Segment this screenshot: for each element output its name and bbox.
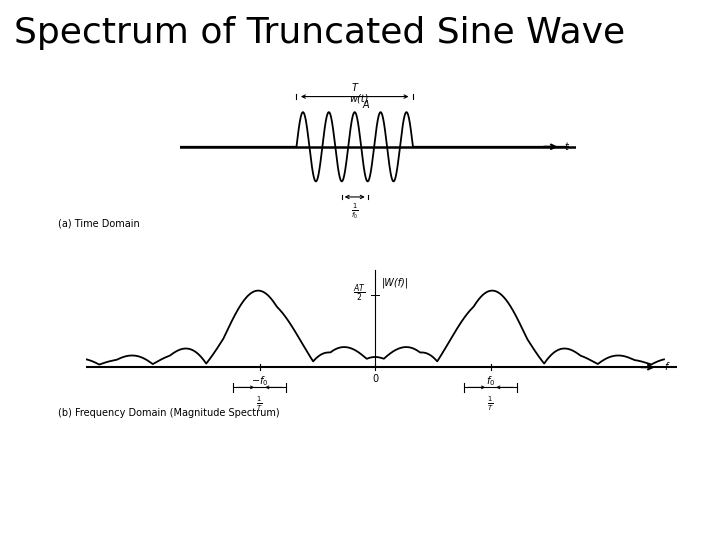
Text: A: A — [362, 100, 369, 110]
Text: t: t — [564, 142, 568, 152]
Text: $\frac{1}{f_0}$: $\frac{1}{f_0}$ — [351, 201, 359, 221]
Text: $\frac{1}{T}$: $\frac{1}{T}$ — [487, 395, 494, 413]
Text: (a) Time Domain: (a) Time Domain — [58, 219, 140, 229]
Text: Spectrum of Truncated Sine Wave: Spectrum of Truncated Sine Wave — [14, 16, 626, 50]
Text: $-f_0$: $-f_0$ — [251, 374, 269, 388]
Text: T: T — [351, 83, 358, 93]
Text: |W(f)|: |W(f)| — [382, 277, 409, 288]
Text: $f_0$: $f_0$ — [486, 374, 495, 388]
Text: $\frac{1}{T}$: $\frac{1}{T}$ — [256, 395, 263, 413]
Text: (b) Frequency Domain (Magnitude Spectrum): (b) Frequency Domain (Magnitude Spectrum… — [58, 408, 279, 418]
Text: $\frac{AT}{2}$: $\frac{AT}{2}$ — [353, 283, 366, 305]
Text: w(t): w(t) — [349, 93, 368, 104]
Text: 0: 0 — [372, 374, 378, 384]
Text: f: f — [664, 362, 667, 372]
